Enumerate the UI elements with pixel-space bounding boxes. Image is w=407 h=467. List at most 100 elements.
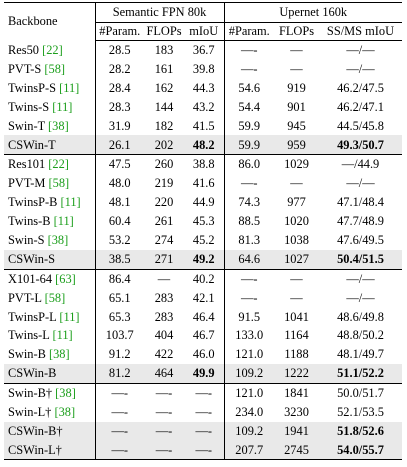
backbone-label: Res50 <box>8 42 43 57</box>
backbone-name: PVT-M [58] <box>4 174 96 194</box>
cell-m1: 36.7 <box>184 40 225 60</box>
cell-m1: —- <box>184 402 225 422</box>
cell-f1: 162 <box>154 80 174 95</box>
cell-p1: 103.7 <box>105 328 134 343</box>
table-row: Swin-B [38] 91.2 422 46.0 121.0 1188 48.1/49.7 <box>4 345 402 365</box>
cell-m2: 44.5/45.8 <box>337 118 384 133</box>
header-param-fpn: #Param. <box>95 22 144 41</box>
cell-m1: 49.2 <box>184 249 225 270</box>
cell-f2: 945 <box>287 118 306 133</box>
backbone-name: CSWin-B <box>4 364 96 384</box>
cell-f2: 901 <box>287 99 306 114</box>
cell-p1: 53.2 <box>108 233 131 248</box>
backbone-label: Swin-T <box>8 118 49 133</box>
table-row: CSWin-L† —- —- —- 207.7 2745 54.0/55.7 <box>4 440 402 461</box>
cell-m1: 42.1 <box>184 288 225 308</box>
table-row: PVT-S [58] 28.2 161 39.8 —- — —/— <box>4 59 402 79</box>
cell-p2: 109.2 <box>224 421 274 441</box>
table-row: CSWin-B 81.2 464 49.9 109.2 1222 51.1/52.2 <box>4 364 402 384</box>
cell-f1: 260 <box>144 154 184 175</box>
cell-m1: 41.5 <box>184 116 225 136</box>
backbone-label: TwinsP-L <box>8 309 60 324</box>
cell-f2: 1027 <box>274 249 319 270</box>
segmentation-results-table: Backbone Semantic FPN 80k Upernet 160k #… <box>4 2 402 461</box>
cell-m1: 48.2 <box>184 135 225 155</box>
cell-m2: 49.3/50.7 <box>319 135 402 155</box>
citation: [58] <box>44 290 66 305</box>
cell-f1: 183 <box>154 43 174 58</box>
cell-f2: 1038 <box>284 233 309 248</box>
table-row: Swin-S [38] 53.2 274 45.2 81.3 1038 47.6/49.5 <box>4 230 402 250</box>
cell-m2: —/— <box>346 176 375 191</box>
backbone-label: TwinsP-S <box>8 80 60 95</box>
header-semantic-fpn: Semantic FPN 80k <box>95 2 225 23</box>
cell-p2: 59.9 <box>224 135 274 155</box>
citation: [58] <box>44 62 66 77</box>
cell-p2: 86.0 <box>224 154 274 175</box>
cell-m2: —/— <box>346 43 375 58</box>
cell-m2: 47.7/48.9 <box>337 214 384 229</box>
backbone-name: TwinsP-B [11] <box>4 193 96 212</box>
cell-m2: —/44.9 <box>319 154 402 175</box>
backbone-label: X101-64 <box>8 271 56 286</box>
backbone-label: Twins-B <box>8 214 54 229</box>
cell-p1: 65.1 <box>108 290 131 305</box>
cell-p2: 121.0 <box>224 382 274 403</box>
cell-m1: 44.3 <box>184 78 225 98</box>
citation: [11] <box>52 328 73 343</box>
cell-f1: 422 <box>154 347 174 362</box>
backbone-label: PVT-M <box>8 176 49 191</box>
table-row: Swin-L† [38] —- —- —- 234.0 3230 52.1/53.5 <box>4 402 402 422</box>
cell-p2: 133.0 <box>235 328 264 343</box>
cell-f2: — <box>290 176 303 191</box>
cell-p1: 48.1 <box>108 195 131 210</box>
header-flops-fpn: FLOPs <box>144 22 184 41</box>
table-row: TwinsP-S [11] 28.4 162 44.3 54.6 919 46.2/47.5 <box>4 78 402 98</box>
cell-m1: —- <box>184 421 225 441</box>
cell-m2: 50.0/51.7 <box>319 382 402 403</box>
cell-p2: 207.7 <box>224 440 274 461</box>
cell-f1: 274 <box>154 233 174 248</box>
backbone-label: PVT-L <box>8 290 45 305</box>
cell-m2: —/— <box>346 62 375 77</box>
citation: [11] <box>52 99 73 114</box>
cell-f2: 1041 <box>284 309 309 324</box>
cell-p2: 59.9 <box>238 118 261 133</box>
cell-m1: 40.2 <box>184 268 225 289</box>
cell-f1: —- <box>144 440 184 461</box>
table-row: TwinsP-L [11] 65.3 283 46.4 91.5 1041 48.6/49.… <box>4 307 402 327</box>
cell-p1: 28.3 <box>108 99 131 114</box>
cell-m2: 51.8/52.6 <box>319 421 402 441</box>
cell-p2: 81.3 <box>238 233 261 248</box>
cell-m1: 44.9 <box>184 193 225 212</box>
cell-f1: 161 <box>154 62 174 77</box>
cell-p2: 54.4 <box>238 99 261 114</box>
table-row: PVT-L [58] 65.1 283 42.1 —- — —/— <box>4 288 402 308</box>
cell-m2: 47.6/49.5 <box>337 233 384 248</box>
cell-p2: 88.5 <box>238 214 261 229</box>
cell-p2: 64.6 <box>224 249 274 270</box>
header-upernet: Upernet 160k <box>224 2 402 23</box>
cell-f1: 182 <box>154 118 174 133</box>
backbone-name: TwinsP-L [11] <box>4 307 96 327</box>
cell-m2: —/— <box>319 268 402 289</box>
backbone-name: Res50 [22] <box>4 40 96 60</box>
backbone-label: CSWin-B <box>8 366 57 381</box>
table-row: Twins-L [11] 103.7 404 46.7 133.0 1164 48.8/50… <box>4 326 402 346</box>
backbone-label: CSWin-L† <box>8 442 62 457</box>
cell-f1: 144 <box>154 99 174 114</box>
citation: [11] <box>53 214 74 229</box>
backbone-name: CSWin-S <box>4 249 96 270</box>
cell-p2: —- <box>240 62 258 77</box>
backbone-label: Twins-L <box>8 328 53 343</box>
cell-m2: 48.8/50.2 <box>337 328 384 343</box>
cell-f1: 220 <box>154 195 174 210</box>
cell-m1: —- <box>184 440 225 461</box>
cell-f1: —- <box>144 421 184 441</box>
cell-p2: 54.6 <box>238 80 261 95</box>
header-flops-upernet: FLOPs <box>274 22 319 41</box>
backbone-label: CSWin-T <box>8 137 56 152</box>
cell-f1: —- <box>144 382 184 403</box>
cell-f1: 202 <box>144 135 184 155</box>
cell-f2: 919 <box>287 80 306 95</box>
